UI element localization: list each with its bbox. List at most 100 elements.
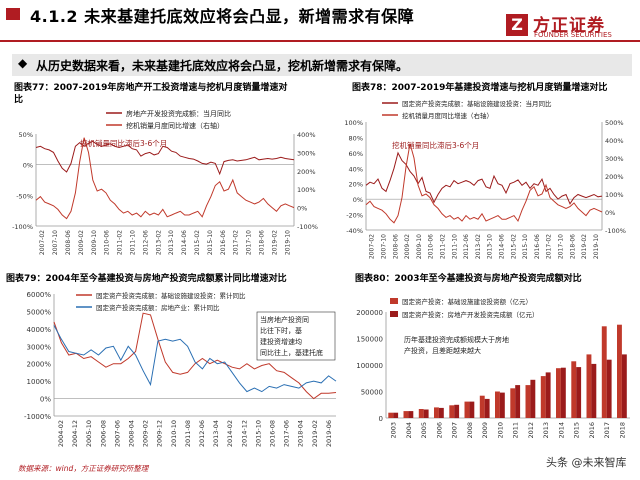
x-tick-label: 2007-06 — [113, 420, 121, 447]
x-tick-label: 2010-06 — [104, 230, 111, 255]
bar-2 — [606, 359, 612, 418]
legend-label: 固定资产投资完成额：基础设施建设投资：当月同比 — [402, 99, 552, 108]
x-tick-label: 2006 — [435, 422, 443, 439]
y-right-tick-label: 0% — [605, 209, 615, 217]
x-tick-label: 2009-02 — [404, 234, 411, 259]
logo-icon: Z — [506, 14, 528, 36]
data-source-footnote: 数据来源：wind，方正证券研究所整理 — [18, 464, 149, 473]
x-tick-label: 2009-12 — [156, 420, 164, 447]
bar-2 — [576, 367, 582, 418]
annotation-text: 历年基建投资完成额规模大于房地 — [404, 335, 509, 344]
y-right-tick-label: 300% — [297, 149, 316, 157]
x-tick-label: 2019-10 — [284, 230, 291, 255]
annotation-text: 产投资，且差距越来越大 — [404, 346, 481, 355]
annotation-text: 同比往上，基建托底 — [260, 348, 323, 357]
fig78-chart: 100% 80% 60% 40% 20% 0% -20% -40% 500% 400% 300% 20… — [344, 99, 626, 259]
x-tick-label: 2018-06 — [259, 230, 266, 255]
y-tick-label: 2000% — [27, 361, 52, 369]
logo-name: 方正证券 — [533, 16, 605, 36]
bar-2 — [545, 372, 551, 418]
series-line-1 — [35, 140, 295, 176]
x-tick-label: 2019-02 — [311, 420, 319, 447]
series-line-1 — [53, 312, 337, 400]
y-right-tick-label: 100% — [605, 191, 624, 199]
bar-2 — [621, 354, 627, 418]
y-tick-label: 50000 — [361, 389, 383, 397]
y-tick-label: 100% — [344, 119, 363, 127]
series-line-1 — [365, 151, 603, 205]
y-tick-label: 4000% — [27, 326, 52, 334]
bar-2 — [515, 385, 521, 418]
y-right-tick-label: 400% — [605, 137, 624, 145]
header-accent-square — [6, 8, 20, 20]
y-right-tick-label: 500% — [605, 119, 624, 127]
bar-2 — [423, 409, 429, 418]
y-tick-label: -100% — [12, 223, 33, 231]
annotation-text: 当房地产投资同 — [260, 315, 309, 324]
y-tick-label: 60% — [349, 150, 363, 158]
annotation-text: 挖机销量同比滞后3-6个月 — [80, 138, 167, 148]
y-tick-label: -40% — [346, 227, 363, 235]
x-tick-label: 2019-06 — [325, 420, 333, 447]
x-tick-label: 2014 — [557, 422, 565, 439]
bar-1 — [525, 385, 531, 418]
x-tick-label: 2018 — [618, 422, 626, 439]
x-tick-label: 2014-02 — [226, 420, 234, 447]
y-tick-label: -1000% — [24, 413, 51, 421]
y-tick-label: 0% — [353, 196, 363, 204]
y-tick-label: 1000% — [27, 378, 52, 386]
x-tick-label: 2017-02 — [546, 234, 553, 259]
fig77-title: 图表77：2007-2019年房地产开工投资增速与挖机月度销量增速对 — [14, 83, 288, 93]
x-tick-label: 2016 — [588, 422, 596, 439]
bar-1 — [556, 368, 561, 418]
y-tick-label: 0 — [379, 415, 383, 423]
y-tick-label: -20% — [346, 212, 363, 220]
x-tick-label: 2017 — [603, 422, 611, 439]
bar-2 — [499, 392, 505, 418]
x-tick-label: 2007-02 — [369, 234, 376, 259]
series-line-2 — [53, 325, 337, 393]
x-tick-label: 2014-06 — [181, 230, 188, 255]
key-point-text: 从历史数据来看，未来基建托底效应将会凸显，挖机新增需求有保障。 — [36, 59, 409, 73]
fig77-title-cont: 比 — [14, 95, 24, 105]
legend-label: 固定资产投资完成额：基础设施建设投资：累计同比 — [96, 291, 246, 300]
bar-1 — [449, 405, 455, 418]
x-tick-label: 2011-08 — [184, 420, 192, 447]
x-tick-label: 2018-06 — [569, 234, 576, 259]
y-tick-label: 6000% — [27, 291, 52, 299]
bar-2 — [408, 411, 414, 418]
x-tick-label: 2005 — [420, 422, 428, 439]
legend-swatch — [390, 298, 398, 304]
y-tick-label: 5000% — [27, 308, 52, 316]
x-tick-label: 2018-04 — [297, 420, 305, 447]
x-tick-label: 2013-10 — [487, 234, 494, 259]
x-tick-label: 2013-10 — [168, 230, 175, 255]
y-right-tick-label: -100% — [297, 223, 318, 231]
x-tick-label: 2019-10 — [593, 234, 600, 259]
bar-1 — [434, 407, 439, 418]
page-title: 4.1.2 未来基建托底效应将会凸显，新增需求有保障 — [30, 7, 415, 26]
x-tick-label: 2009-02 — [78, 230, 85, 255]
legend-label: 固定资产投资：房地产开发投资完成额（亿元） — [402, 310, 539, 319]
legend-label: 挖机销量月度同比增速（右轴） — [126, 121, 224, 130]
bar-1 — [495, 391, 500, 418]
x-tick-label: 2009-10 — [416, 234, 423, 259]
bar-1 — [418, 409, 424, 418]
fig78-title: 图表78：2007-2019年基建投资增速与挖机月度销量增速对比 — [352, 83, 608, 93]
y-tick-label: 0% — [23, 162, 33, 170]
y-right-tick-label: 300% — [605, 155, 624, 163]
bar-2 — [591, 363, 597, 418]
legend-label: 固定资产投资：基础设施建设投资额（亿元） — [402, 297, 532, 306]
x-tick-label: 2016-06 — [220, 230, 227, 255]
x-tick-label: 2008-04 — [128, 420, 136, 447]
y-right-tick-label: 200% — [297, 168, 316, 176]
legend-label: 挖机销量月度同比增速（右轴） — [402, 111, 493, 120]
series-line-2 — [365, 143, 603, 224]
bar-2 — [560, 367, 566, 418]
bar-2 — [438, 407, 444, 418]
x-tick-label: 2015-02 — [194, 230, 201, 255]
x-tick-label: 2011-10 — [451, 234, 458, 259]
y-tick-label: 40% — [349, 165, 363, 173]
y-tick-label: -50% — [16, 192, 33, 200]
x-tick-label: 2015-10 — [207, 230, 214, 255]
